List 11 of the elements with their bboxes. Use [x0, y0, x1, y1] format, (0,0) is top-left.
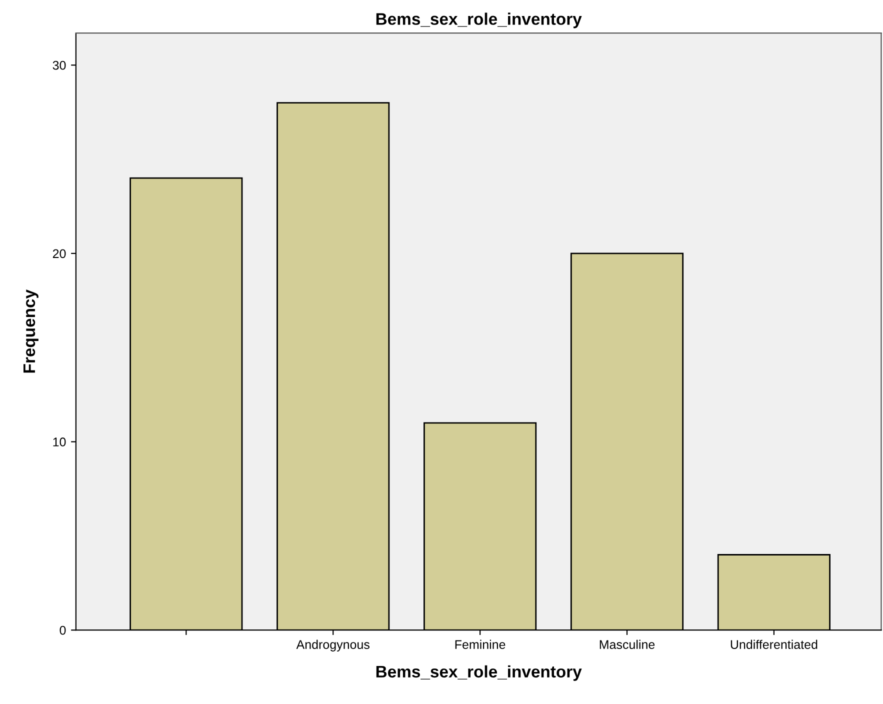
chart-title: Bems_sex_role_inventory — [376, 12, 582, 28]
y-tick-label: 10 — [53, 438, 66, 446]
y-tick-label: 0 — [60, 626, 66, 635]
y-axis-title: Frequency — [24, 290, 38, 373]
y-tick-label: 30 — [52, 60, 66, 70]
y-tick-label: 20 — [52, 249, 66, 258]
x-tick-label: Androgynous — [296, 640, 370, 652]
x-tick-label: Feminine — [455, 640, 506, 649]
x-axis-title: Bems_sex_role_inventory — [376, 665, 582, 681]
x-tick-label: Undifferentiated — [730, 640, 818, 649]
x-tick-label: Masculine — [600, 640, 655, 649]
